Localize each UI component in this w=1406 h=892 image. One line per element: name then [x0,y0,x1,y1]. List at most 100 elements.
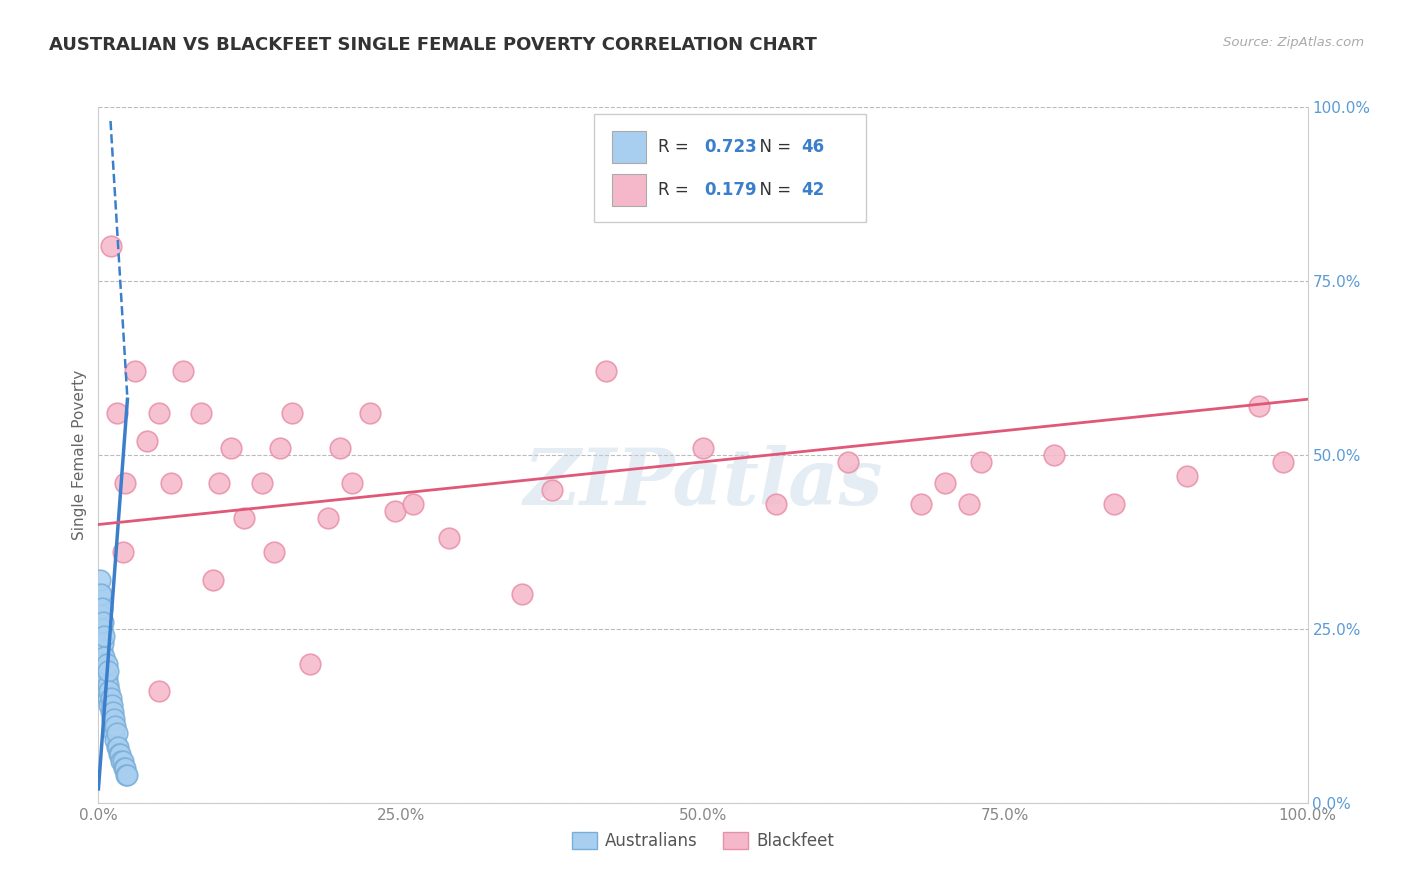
Text: N =: N = [749,181,796,199]
Point [1042,448,1064,462]
Point [104,719,127,733]
Point [765,497,787,511]
Point [135,434,157,448]
Point [112,761,135,775]
Point [110,754,132,768]
Point [89,587,111,601]
Text: R =: R = [658,181,695,199]
Text: AUSTRALIAN VS BLACKFEET SINGLE FEMALE POVERTY CORRELATION CHART: AUSTRALIAN VS BLACKFEET SINGLE FEMALE PO… [49,36,817,54]
Point [96,671,118,685]
Point [172,364,194,378]
Point [97,691,120,706]
Point [91,622,114,636]
Point [91,657,114,671]
Point [91,636,114,650]
Point [100,712,122,726]
Text: ZIPatlas: ZIPatlas [523,444,883,521]
Point [97,664,120,678]
Point [692,441,714,455]
Text: 46: 46 [801,137,824,156]
Point [111,754,134,768]
Point [384,503,406,517]
Point [281,406,304,420]
Point [232,510,254,524]
Point [98,684,121,698]
Legend: Australians, Blackfeet: Australians, Blackfeet [565,826,841,857]
Point [957,497,980,511]
Point [1175,468,1198,483]
Point [148,406,170,420]
FancyBboxPatch shape [613,131,647,162]
Point [299,657,322,671]
Point [105,406,128,420]
Point [108,747,131,761]
Point [160,475,183,490]
Point [96,657,118,671]
Point [437,532,460,546]
Point [97,677,120,691]
Point [970,455,993,469]
Point [1272,455,1295,469]
Point [510,587,533,601]
Point [342,475,364,490]
Point [89,601,111,615]
Point [91,642,114,657]
Text: Source: ZipAtlas.com: Source: ZipAtlas.com [1223,36,1364,49]
Point [269,441,291,455]
Point [190,406,212,420]
Point [100,698,122,713]
Point [111,545,134,559]
Point [91,601,114,615]
Point [93,629,115,643]
Point [114,761,136,775]
Text: 42: 42 [801,181,824,199]
Point [98,698,121,713]
Point [360,406,382,420]
Point [107,740,129,755]
Point [115,768,138,782]
Point [1249,399,1271,413]
Point [114,475,136,490]
FancyBboxPatch shape [595,114,866,222]
Point [103,726,125,740]
Point [329,441,352,455]
Text: R =: R = [658,137,695,156]
Point [148,684,170,698]
Point [910,497,932,511]
Point [91,615,114,629]
Point [101,719,124,733]
Point [96,684,118,698]
Point [202,573,225,587]
Point [105,726,128,740]
Point [221,441,243,455]
Text: 0.723: 0.723 [704,137,756,156]
Point [263,545,285,559]
Point [94,664,117,678]
Point [90,607,112,622]
Point [90,629,112,643]
Text: 0.179: 0.179 [704,181,756,199]
Point [101,706,124,720]
Point [316,510,339,524]
Point [93,671,115,685]
Point [250,475,273,490]
Point [117,768,139,782]
Point [104,733,127,747]
Point [402,497,425,511]
Point [93,649,115,664]
Point [1102,497,1125,511]
Point [934,475,956,490]
Point [108,747,131,761]
Point [100,239,122,253]
Point [100,691,122,706]
Point [90,587,112,601]
Point [100,706,122,720]
Point [540,483,562,497]
Point [103,712,125,726]
Text: N =: N = [749,137,796,156]
Point [837,455,859,469]
Point [89,573,111,587]
FancyBboxPatch shape [613,174,647,206]
Y-axis label: Single Female Poverty: Single Female Poverty [72,370,87,540]
Point [94,677,117,691]
